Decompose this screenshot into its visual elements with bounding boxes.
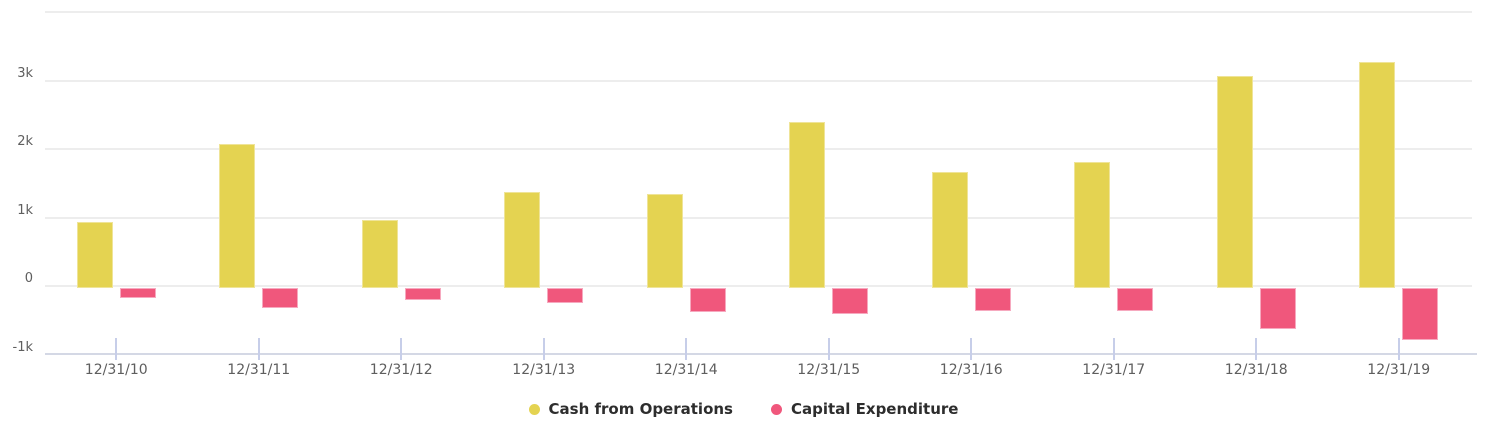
legend-item-cash-from-operations[interactable]: Cash from Operations <box>528 400 733 418</box>
bar-cash-from-operations[interactable] <box>76 221 113 288</box>
x-axis-tick <box>1397 338 1400 360</box>
legend-item-label: Cash from Operations <box>548 400 733 418</box>
legend-marker-icon <box>528 403 540 415</box>
legend: Cash from Operations Capital Expenditure <box>0 400 1487 418</box>
bar-cash-from-operations[interactable] <box>1359 62 1396 288</box>
gridline <box>45 285 1472 288</box>
bar-cash-from-operations[interactable] <box>1216 76 1253 288</box>
bar-capital-expenditure[interactable] <box>1117 287 1154 311</box>
x-axis-label: 12/31/16 <box>939 362 1003 378</box>
x-axis-tick <box>685 338 688 360</box>
x-axis-label: 12/31/12 <box>369 362 433 378</box>
x-axis-tick <box>970 338 973 360</box>
x-axis-label: 12/31/14 <box>654 362 718 378</box>
gridline <box>45 216 1472 219</box>
x-axis-label: 12/31/18 <box>1224 362 1288 378</box>
x-axis-label: 12/31/15 <box>797 362 861 378</box>
bar-capital-expenditure[interactable] <box>974 287 1011 311</box>
bar-cash-from-operations[interactable] <box>646 193 683 288</box>
x-axis-line <box>45 353 1477 355</box>
x-axis-tick <box>1112 338 1115 360</box>
bar-cash-from-operations[interactable] <box>219 144 256 288</box>
x-axis-tick <box>115 338 118 360</box>
bar-capital-expenditure[interactable] <box>404 287 441 301</box>
bar-cash-from-operations[interactable] <box>931 172 968 288</box>
bar-capital-expenditure[interactable] <box>547 287 584 304</box>
x-axis-label: 12/31/17 <box>1082 362 1146 378</box>
x-axis-tick <box>400 338 403 360</box>
x-axis-tick <box>257 338 260 360</box>
legend-marker-icon <box>770 403 782 415</box>
y-axis-label: 0 <box>24 271 33 287</box>
x-axis-tick <box>827 338 830 360</box>
x-axis-label: 12/31/19 <box>1367 362 1431 378</box>
bar-capital-expenditure[interactable] <box>1402 287 1439 341</box>
bar-cash-from-operations[interactable] <box>361 219 398 288</box>
bar-capital-expenditure[interactable] <box>689 287 726 312</box>
x-axis-label: 12/31/11 <box>227 362 291 378</box>
bar-cash-from-operations[interactable] <box>1074 162 1111 288</box>
bar-capital-expenditure[interactable] <box>832 287 869 314</box>
y-axis-label: 1k <box>17 202 33 218</box>
y-axis-label: 2k <box>17 134 33 150</box>
gridline <box>45 79 1472 82</box>
legend-item-label: Capital Expenditure <box>790 400 959 418</box>
bar-capital-expenditure[interactable] <box>262 287 299 308</box>
x-axis-label: 12/31/13 <box>512 362 576 378</box>
bar-cash-from-operations[interactable] <box>504 192 541 288</box>
gridline <box>45 11 1472 13</box>
x-axis-tick <box>1255 338 1258 360</box>
x-axis-tick <box>542 338 545 360</box>
bar-capital-expenditure[interactable] <box>1259 287 1296 330</box>
gridline <box>45 148 1472 151</box>
x-axis-label: 12/31/10 <box>84 362 148 378</box>
legend-item-capital-expenditure[interactable]: Capital Expenditure <box>770 400 959 418</box>
y-axis-label: 3k <box>17 65 33 81</box>
y-axis-label: -1k <box>12 340 34 355</box>
bar-capital-expenditure[interactable] <box>119 287 156 299</box>
bar-cash-from-operations[interactable] <box>789 121 826 288</box>
